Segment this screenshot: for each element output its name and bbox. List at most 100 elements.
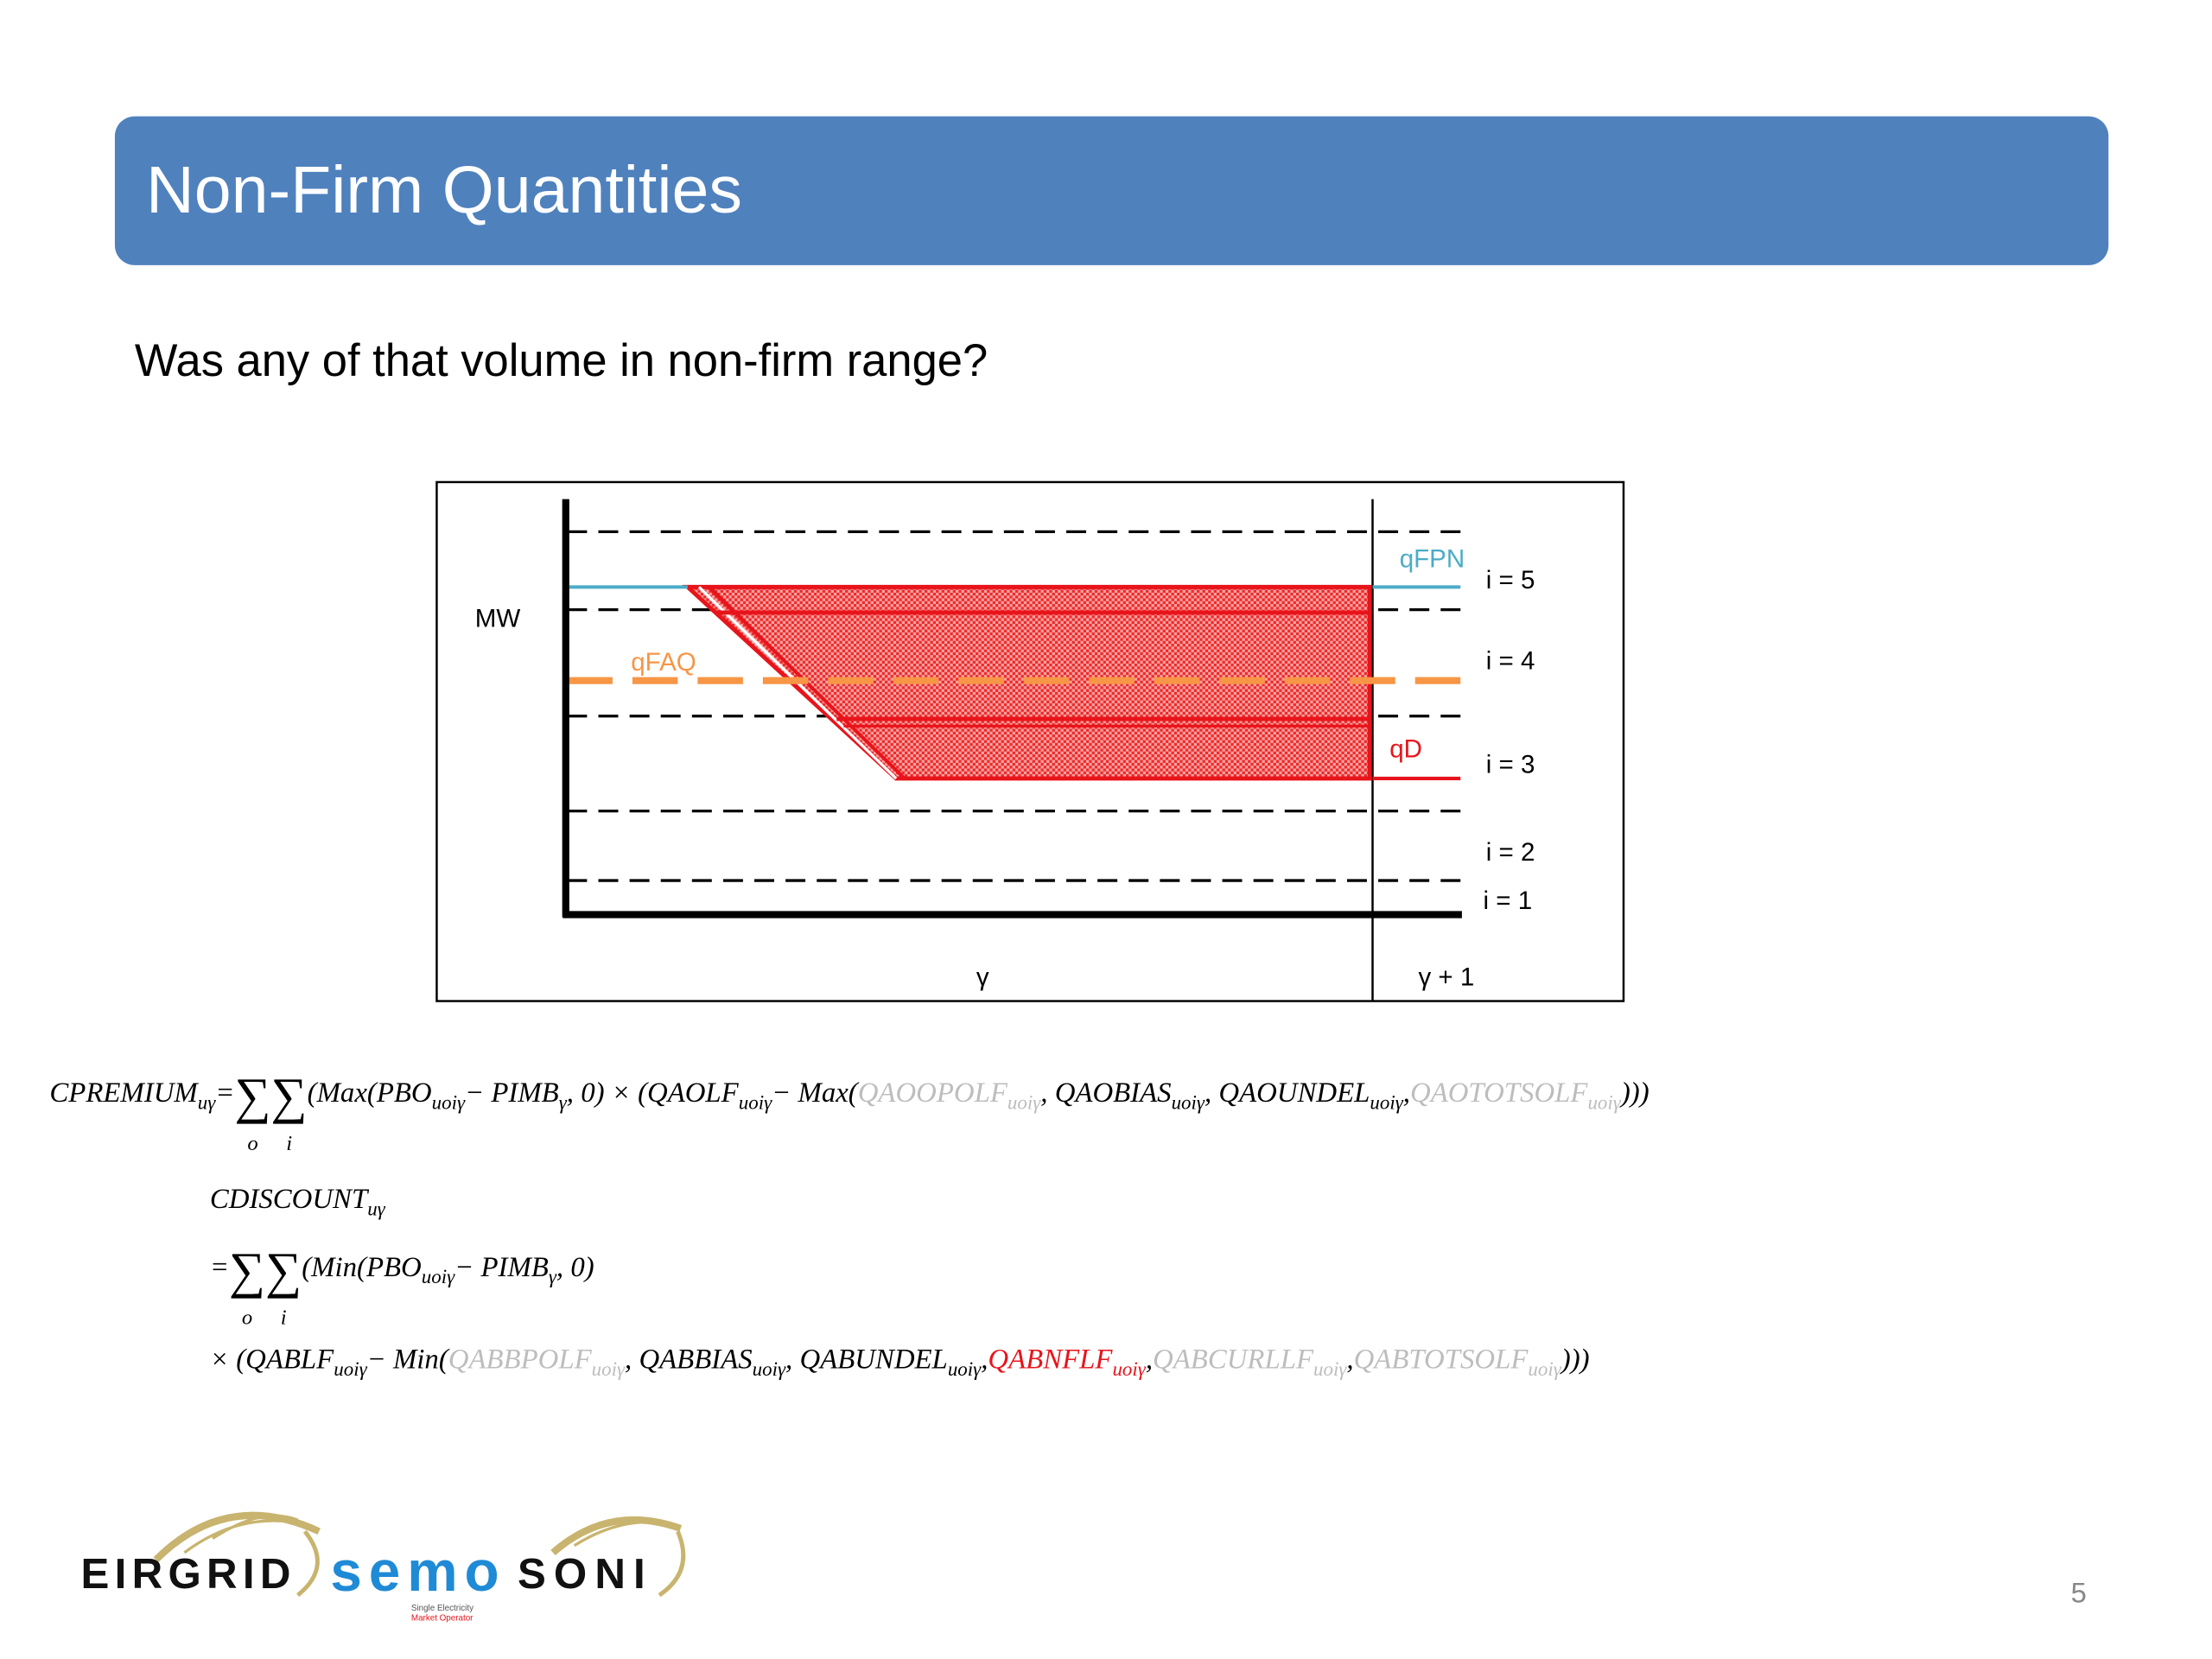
formula-token: , <box>1403 1077 1410 1109</box>
formula-line: = ∑ o ∑ i (Min(PBOuoiγ − PIMBγ, 0) <box>210 1242 594 1330</box>
formula-text: ∑ <box>229 1242 265 1299</box>
formula-token: (Min(PBOuoiγ <box>302 1252 455 1287</box>
formula-token: , 0) <box>556 1252 594 1283</box>
formula-text: , <box>1146 1344 1153 1376</box>
formula-token: , QAOBIASuoiγ <box>1040 1077 1205 1113</box>
formula-text: , QABUNDEL <box>785 1344 948 1376</box>
formula-index: i <box>286 1132 292 1155</box>
formula-line: CDISCOUNTuγ <box>210 1184 386 1219</box>
formula-text: QABTOTSOLF <box>1354 1344 1529 1376</box>
formula-token: , <box>1346 1344 1353 1376</box>
formula-token: (Max(PBOuoiγ <box>308 1077 466 1113</box>
formula-token: CDISCOUNTuγ <box>210 1184 386 1219</box>
formula-subscript: uoiγ <box>1007 1091 1041 1113</box>
formula-text: ))) <box>1619 1077 1649 1109</box>
band-label: i = 3 <box>1486 750 1535 779</box>
formula-text: × (QABLF <box>210 1344 334 1376</box>
formula-text: − PIMB <box>465 1077 559 1109</box>
formula-subscript: uγ <box>367 1198 385 1219</box>
formula-token: QABNFLFuoiγ <box>988 1344 1146 1380</box>
formula-subscript: uoiγ <box>432 1091 466 1113</box>
formula-text: , QAOUNDEL <box>1205 1077 1370 1109</box>
formula-text: (Max(PBO <box>308 1077 432 1109</box>
formula-subscript: uoiγ <box>1313 1358 1347 1380</box>
formula-line: CPREMIUMuγ = ∑o∑i(Max(PBOuoiγ − PIMBγ, 0… <box>49 1067 1649 1155</box>
band-label: i = 4 <box>1486 647 1535 676</box>
formula-text: − PIMB <box>454 1252 549 1283</box>
formula-token: ∑ <box>234 1067 270 1124</box>
formula-text: = <box>215 1077 234 1109</box>
page-number: 5 <box>2071 1576 2087 1608</box>
diagram: MW qFPN qFAQ qD i = 5 i = 4 i = 3 i = 2 … <box>435 480 1625 1002</box>
logo-arc <box>658 1530 686 1598</box>
formula-subscript: uγ <box>198 1091 216 1113</box>
formula-subscript: uoiγ <box>592 1358 626 1380</box>
period-label: γ + 1 <box>1418 963 1474 992</box>
formulas: CPREMIUMuγ = ∑o∑i(Max(PBOuoiγ − PIMBγ, 0… <box>49 1067 1649 1380</box>
formula-token: × (QABLFuoiγ <box>210 1344 368 1380</box>
formula-token: QABTOTSOLFuoiγ <box>1354 1344 1562 1380</box>
qd-label: qD <box>1389 734 1422 763</box>
logo-arc <box>183 1514 306 1554</box>
formula-token: , <box>1146 1344 1153 1376</box>
formula-text: , 0) <box>556 1252 594 1283</box>
formula-index: o <box>247 1132 257 1155</box>
semo-tagline: Market Operator <box>411 1614 474 1624</box>
band-label: i = 5 <box>1486 566 1535 594</box>
formula-text: , <box>981 1344 988 1376</box>
formula-text: QAOOPOLF <box>858 1077 1008 1109</box>
qfaq-label: qFAQ <box>631 648 696 677</box>
formula-token: , QAOUNDELuoiγ <box>1205 1077 1404 1113</box>
formula-text: , <box>1346 1344 1353 1376</box>
formula-index: i <box>281 1306 287 1330</box>
formula-token: = <box>210 1252 229 1283</box>
formula-text: ∑ <box>271 1067 308 1124</box>
slide-title: Non-Firm Quantities <box>146 153 742 227</box>
formula-token: QAOTOTSOLFuoiγ <box>1410 1077 1622 1113</box>
formula-subscript: uoiγ <box>739 1091 772 1113</box>
formula-text: − Min( <box>367 1344 450 1376</box>
formula-token: = <box>215 1077 234 1109</box>
formula-token: − PIMBγ <box>454 1252 557 1287</box>
formula-token: QAOOPOLFuoiγ <box>858 1077 1042 1113</box>
question: Was any of that volume in non-firm range… <box>135 335 988 386</box>
formula-token: − PIMBγ <box>465 1077 568 1113</box>
band-label: i = 1 <box>1484 887 1533 915</box>
y-axis-label: MW <box>475 604 521 632</box>
formula-text: , <box>1403 1077 1410 1109</box>
formula-token: CPREMIUMuγ <box>49 1077 216 1113</box>
formula-line: × (QABLFuoiγ − Min(QABBPOLFuoiγ, QABBIAS… <box>210 1344 1590 1380</box>
formula-token: ∑ <box>229 1242 265 1299</box>
logo-arc <box>296 1529 320 1598</box>
formula-token: , QABBIASuoiγ <box>625 1344 786 1380</box>
formula-subscript: γ <box>559 1091 568 1113</box>
formula-text: , 0) × (QAOLF <box>567 1077 740 1109</box>
formula-token: , QABUNDELuoiγ <box>785 1344 982 1380</box>
formula-token: , 0) × (QAOLFuoiγ <box>567 1077 772 1113</box>
band-label: i = 2 <box>1486 838 1535 867</box>
soni-logo: SONI <box>518 1550 645 1598</box>
formula-token: ))) <box>1560 1344 1590 1376</box>
formula-text: = <box>210 1252 229 1283</box>
logos: EIRGRID semo Single Electricity Market O… <box>81 1511 686 1624</box>
formula-text: CDISCOUNT <box>210 1184 370 1215</box>
formula-token: QABCURLLFuoiγ <box>1153 1344 1347 1380</box>
formula-subscript: uoiγ <box>1112 1358 1146 1380</box>
semo-tagline: Single Electricity <box>411 1604 474 1613</box>
formula-subscript: uoiγ <box>948 1358 982 1380</box>
formula-text: ∑ <box>234 1067 270 1124</box>
formula-text: QABNFLF <box>988 1344 1113 1376</box>
formula-subscript: uoiγ <box>422 1266 455 1287</box>
formula-subscript: uoiγ <box>1528 1358 1561 1380</box>
formula-subscript: uoiγ <box>334 1358 367 1380</box>
header-bar <box>114 116 2109 265</box>
logo-arc <box>573 1520 674 1548</box>
formula-text: (Min(PBO <box>302 1252 422 1283</box>
formula-token: ∑ <box>265 1242 302 1299</box>
formula-text: , QABBIAS <box>625 1344 753 1376</box>
formula-text: − Max( <box>772 1077 860 1109</box>
formula-token: − Min( <box>367 1344 450 1376</box>
period-label: γ <box>976 963 989 992</box>
